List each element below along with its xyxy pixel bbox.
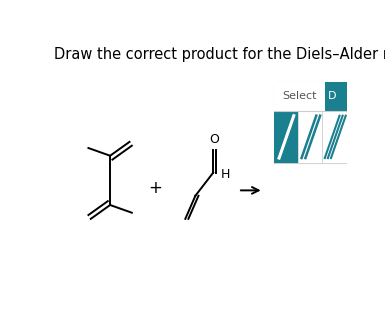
Text: Draw the correct product for the Diels–Alder reaction.: Draw the correct product for the Diels–A…	[54, 47, 385, 62]
Text: Select: Select	[282, 91, 317, 101]
Bar	[323, 111, 346, 163]
Bar	[275, 82, 346, 111]
Bar	[298, 111, 323, 163]
Text: O: O	[209, 133, 219, 147]
Bar	[275, 111, 298, 163]
Bar	[275, 82, 346, 163]
Text: D: D	[328, 91, 336, 101]
Text: +: +	[148, 179, 162, 197]
Text: H: H	[221, 168, 230, 181]
Bar	[325, 82, 346, 111]
